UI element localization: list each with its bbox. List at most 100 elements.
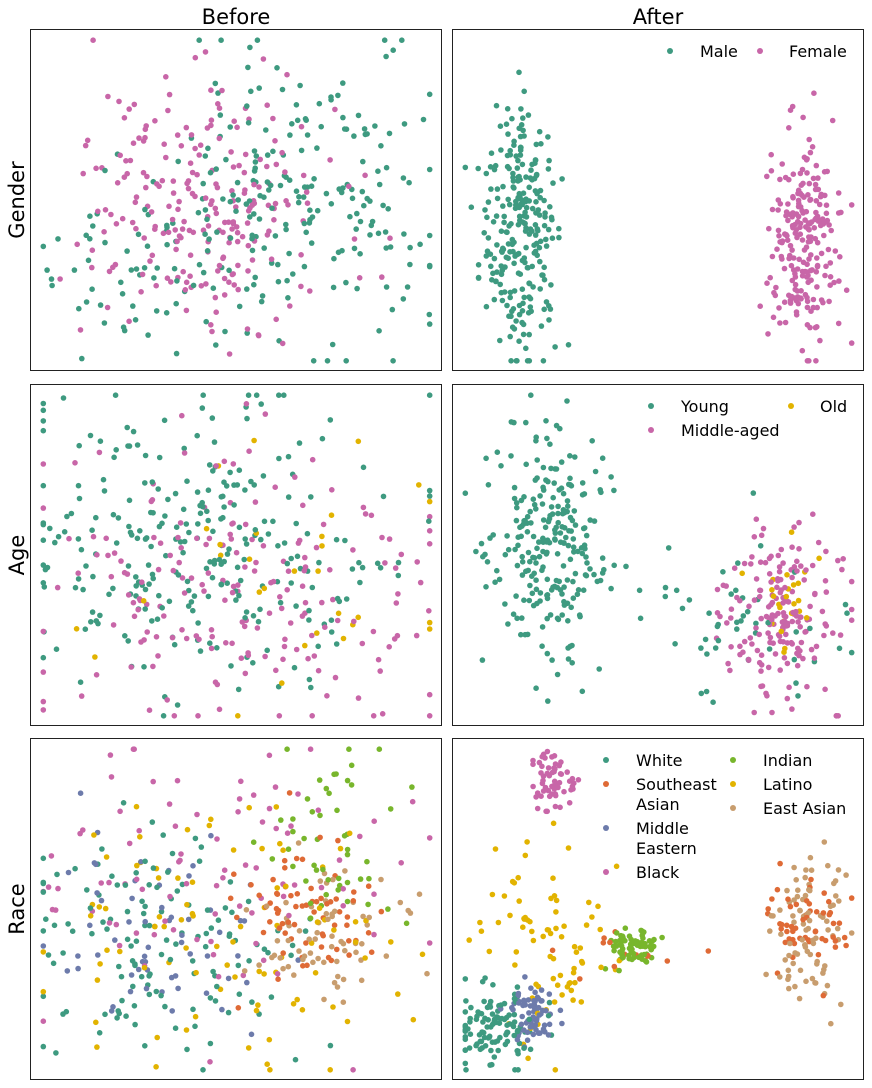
point-southeast-asian <box>273 905 280 912</box>
point-white <box>72 865 78 872</box>
point-middle-aged <box>758 662 765 668</box>
point-middle-eastern <box>126 919 132 925</box>
point-male <box>426 311 433 318</box>
point-black <box>151 931 158 938</box>
point-southeast-asian <box>320 932 327 939</box>
point-middle-eastern <box>186 873 192 879</box>
point-young <box>523 568 529 575</box>
point-east-asian <box>790 913 796 919</box>
point-male <box>293 188 300 194</box>
point-latino <box>189 910 196 917</box>
point-latino <box>553 925 559 932</box>
point-young <box>142 586 149 593</box>
point-young <box>257 606 263 613</box>
point-east-asian <box>796 995 803 1002</box>
point-male <box>488 186 494 192</box>
point-middle-eastern <box>135 966 142 973</box>
point-latino <box>94 977 101 983</box>
point-young <box>309 584 316 591</box>
point-white <box>527 1046 534 1053</box>
point-young <box>242 487 248 493</box>
point-latino <box>522 852 529 859</box>
point-female <box>789 277 796 284</box>
point-young <box>357 579 363 586</box>
point-east-asian <box>795 887 801 893</box>
point-middle-aged <box>727 667 733 674</box>
point-young <box>608 585 614 592</box>
point-male <box>523 174 529 180</box>
point-latino <box>193 969 199 976</box>
point-middle-aged <box>262 411 269 417</box>
point-east-asian <box>340 976 347 983</box>
point-male <box>493 278 499 285</box>
point-east-asian <box>323 910 330 917</box>
point-middle-eastern <box>522 974 528 980</box>
point-young <box>564 577 571 583</box>
point-black <box>540 777 546 784</box>
point-male <box>511 239 517 246</box>
point-male <box>404 284 411 290</box>
point-young <box>160 713 167 719</box>
point-east-asian <box>812 980 818 986</box>
point-male <box>488 150 495 156</box>
point-white <box>149 819 156 825</box>
point-black <box>249 910 255 916</box>
point-middle-aged <box>299 583 306 589</box>
point-young <box>568 483 575 489</box>
point-black <box>542 784 549 791</box>
point-middle-eastern <box>516 1000 522 1006</box>
point-young <box>205 593 212 600</box>
point-white <box>229 909 235 916</box>
point-male <box>520 190 527 196</box>
point-young <box>569 517 576 524</box>
point-black <box>40 1018 47 1024</box>
point-male <box>202 153 209 159</box>
point-middle-aged <box>386 644 393 650</box>
point-female <box>799 166 806 173</box>
point-male <box>257 192 263 199</box>
point-white <box>153 988 160 995</box>
point-middle-aged <box>758 652 765 658</box>
point-young <box>255 618 262 625</box>
point-southeast-asian <box>267 919 273 925</box>
point-black <box>259 819 266 825</box>
point-male <box>526 331 532 338</box>
point-east-asian <box>280 965 286 972</box>
point-female <box>251 181 257 188</box>
point-female <box>271 217 277 223</box>
point-middle-eastern <box>91 860 98 866</box>
point-black <box>253 940 259 947</box>
point-latino <box>346 830 353 837</box>
point-middle-aged <box>302 554 308 561</box>
point-black <box>236 903 243 909</box>
point-male <box>505 241 512 247</box>
point-southeast-asian <box>335 837 341 844</box>
point-southeast-asian <box>836 920 843 926</box>
point-male <box>144 243 151 249</box>
point-young <box>527 582 533 589</box>
point-female <box>183 279 190 286</box>
point-black <box>564 769 570 775</box>
point-black <box>549 754 555 760</box>
point-young <box>235 686 242 693</box>
point-young <box>523 419 529 426</box>
point-old <box>778 628 785 635</box>
point-middle-aged <box>794 558 800 565</box>
point-young <box>44 564 51 571</box>
point-female <box>800 210 806 216</box>
point-southeast-asian <box>318 895 324 902</box>
point-east-asian <box>331 979 338 986</box>
point-female <box>813 215 819 221</box>
point-young <box>186 529 192 536</box>
point-male <box>484 214 490 221</box>
point-indian <box>344 851 351 858</box>
point-east-asian <box>802 874 808 881</box>
point-young <box>342 537 348 544</box>
point-latino <box>294 996 301 1003</box>
point-black <box>207 1059 213 1065</box>
point-middle-eastern <box>546 1021 553 1028</box>
point-young <box>576 612 583 618</box>
point-young <box>106 591 112 598</box>
point-young <box>533 685 539 691</box>
point-middle-aged <box>135 606 141 613</box>
